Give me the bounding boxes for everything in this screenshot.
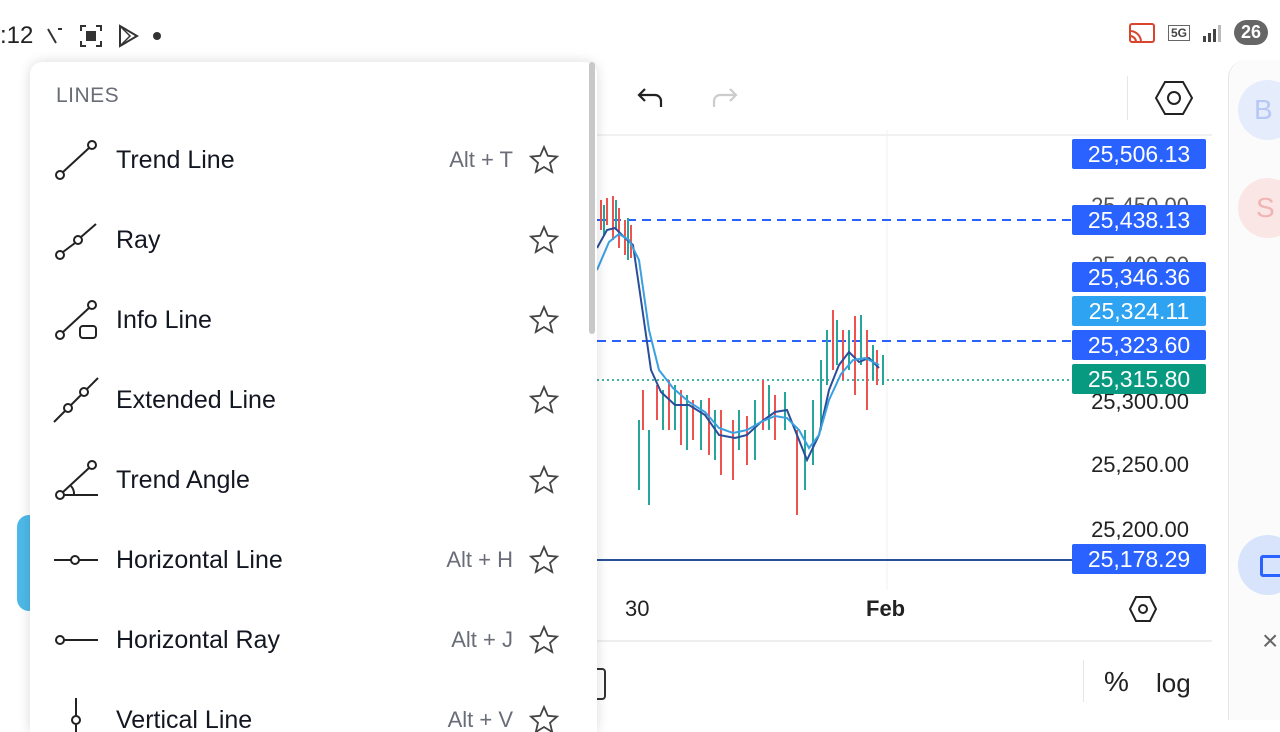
close-panel-button[interactable]: × — [1262, 625, 1278, 657]
extended-line-icon — [52, 376, 100, 424]
screenshot-icon — [78, 23, 104, 49]
star-icon[interactable] — [528, 224, 560, 256]
hexagon-settings-icon — [1154, 78, 1194, 118]
candles — [601, 196, 883, 515]
tool-trend-line[interactable]: Trend Line Alt + T — [30, 120, 597, 200]
star-icon[interactable] — [528, 144, 560, 176]
tool-label: Ray — [116, 226, 160, 255]
price-label-1: 25,506.13 — [1072, 139, 1206, 169]
axis-price-4: 25,250.00 — [1078, 452, 1202, 478]
hexagon-settings-icon — [1128, 594, 1158, 624]
tool-label: Vertical Line — [116, 706, 252, 732]
signal-icon — [1202, 24, 1222, 42]
tool-extended-line[interactable]: Extended Line — [30, 360, 597, 440]
system-tray: 5G 26 — [1128, 20, 1268, 45]
price-label-7: 25,178.29 — [1072, 544, 1206, 574]
price-label-5: 25,323.60 — [1072, 330, 1206, 360]
toolbar-divider — [1127, 76, 1128, 120]
drawer-scrollbar[interactable] — [589, 62, 595, 334]
price-label-6: 25,315.80 — [1072, 364, 1206, 394]
tool-trend-angle[interactable]: Trend Angle — [30, 440, 597, 520]
chart-bottom-border — [597, 640, 1212, 642]
tool-info-line[interactable]: Info Line — [30, 280, 597, 360]
tool-label: Trend Angle — [116, 466, 250, 495]
tool-vertical-line[interactable]: Vertical Line Alt + V — [30, 680, 597, 732]
info-line-icon — [52, 296, 100, 344]
status-icons — [44, 22, 162, 50]
trend-angle-icon — [52, 456, 100, 504]
undo-button[interactable] — [630, 78, 670, 118]
pen-icon — [44, 25, 66, 47]
section-title-lines: LINES — [56, 84, 119, 108]
undo-icon — [635, 85, 665, 111]
price-label-4: 25,324.11 — [1072, 296, 1206, 326]
star-icon[interactable] — [528, 544, 560, 576]
price-label-2: 25,438.13 — [1072, 205, 1206, 235]
network-label: 5G — [1168, 25, 1190, 41]
redo-button[interactable] — [705, 78, 745, 118]
cast-icon — [1128, 22, 1156, 44]
status-time: :12 — [0, 22, 33, 50]
vertical-line-icon — [52, 696, 100, 732]
ray-icon — [52, 216, 100, 264]
horizontal-line-icon — [52, 536, 100, 584]
tool-label: Horizontal Ray — [116, 626, 280, 655]
play-store-icon — [116, 24, 140, 48]
tool-horizontal-ray[interactable]: Horizontal Ray Alt + J — [30, 600, 597, 680]
tool-shortcut: Alt + H — [446, 547, 513, 573]
star-icon[interactable] — [528, 704, 560, 732]
tool-horizontal-line[interactable]: Horizontal Line Alt + H — [30, 520, 597, 600]
dot-icon — [152, 31, 162, 41]
price-label-3: 25,346.36 — [1072, 262, 1206, 292]
trend-line-icon — [52, 136, 100, 184]
drawing-tools-drawer: LINES Trend Line Alt + T Ray Info Line E… — [30, 62, 597, 732]
star-icon[interactable] — [528, 464, 560, 496]
tool-label: Trend Line — [116, 146, 235, 175]
right-side-panel — [1228, 60, 1280, 720]
star-icon[interactable] — [528, 304, 560, 336]
square-icon — [1260, 555, 1280, 577]
star-icon[interactable] — [528, 624, 560, 656]
axis-settings-button[interactable] — [1128, 594, 1158, 629]
tool-shortcut: Alt + J — [451, 627, 513, 653]
tool-label: Info Line — [116, 306, 212, 335]
battery-badge: 26 — [1234, 20, 1268, 45]
tool-ray[interactable]: Ray — [30, 200, 597, 280]
percent-scale-toggle[interactable]: % — [1104, 666, 1129, 698]
tool-label: Horizontal Line — [116, 546, 283, 575]
log-scale-toggle[interactable]: log — [1156, 668, 1191, 699]
axis-price-5: 25,200.00 — [1078, 517, 1202, 543]
x-label-30: 30 — [625, 596, 649, 622]
bottom-divider — [1083, 660, 1084, 702]
x-label-feb: Feb — [866, 596, 905, 622]
horizontal-ray-icon — [52, 616, 100, 664]
tool-shortcut: Alt + T — [449, 147, 513, 173]
chart-settings-button[interactable] — [1154, 78, 1194, 118]
redo-icon — [710, 85, 740, 111]
tool-label: Extended Line — [116, 386, 276, 415]
star-icon[interactable] — [528, 384, 560, 416]
